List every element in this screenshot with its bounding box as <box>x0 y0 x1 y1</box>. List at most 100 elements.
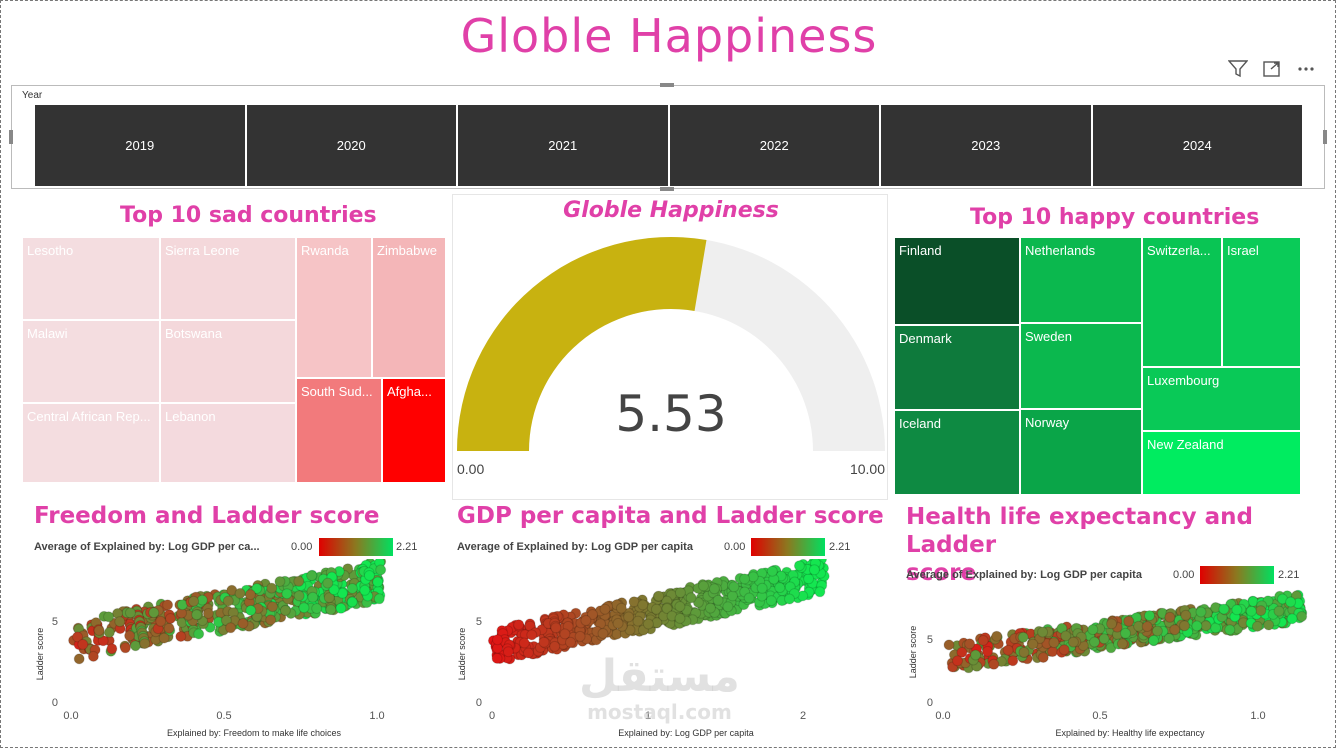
treemap-tile[interactable]: Afgha... <box>382 378 446 483</box>
treemap-tile[interactable]: Finland <box>894 237 1020 325</box>
more-options-icon[interactable] <box>1295 59 1317 79</box>
treemap-tile[interactable]: Zimbabwe <box>372 237 446 378</box>
scatter-point[interactable] <box>87 650 99 662</box>
scatter-point[interactable] <box>739 573 751 585</box>
scatter-point[interactable] <box>1098 633 1110 645</box>
scatter-point[interactable] <box>93 625 105 636</box>
treemap-tile[interactable]: Denmark <box>894 325 1020 410</box>
treemap-tile[interactable]: Sierra Leone <box>160 237 296 320</box>
scatter-point[interactable] <box>193 628 205 640</box>
scatter-point[interactable] <box>698 580 709 592</box>
scatter-point[interactable] <box>222 595 234 607</box>
treemap-tile[interactable]: South Sud... <box>296 378 382 483</box>
scatter-point[interactable] <box>293 575 305 587</box>
scatter-point[interactable] <box>1007 655 1019 667</box>
scatter-point[interactable] <box>322 577 334 589</box>
scatter-point[interactable] <box>234 587 246 599</box>
treemap-tile[interactable]: Lebanon <box>160 403 296 483</box>
scatter-point[interactable] <box>337 587 348 599</box>
scatter-point[interactable] <box>165 613 176 624</box>
scatter-point[interactable] <box>964 638 976 650</box>
scatter-point[interactable] <box>632 615 644 627</box>
scatter-point[interactable] <box>1002 644 1014 656</box>
scatter-point[interactable] <box>743 592 755 604</box>
scatter-point[interactable] <box>1180 609 1192 621</box>
year-button-2020[interactable]: 2020 <box>246 105 456 186</box>
year-button-2021[interactable]: 2021 <box>458 105 668 186</box>
scatter-point[interactable] <box>502 646 514 658</box>
scatter-point[interactable] <box>637 599 649 611</box>
treemap-tile[interactable]: Sweden <box>1020 323 1142 409</box>
scatter-point[interactable] <box>1231 604 1243 616</box>
year-button-2019[interactable]: 2019 <box>35 105 245 186</box>
scatter-point[interactable] <box>952 655 963 667</box>
scatter-point[interactable] <box>977 635 989 646</box>
year-button-2022[interactable]: 2022 <box>669 105 879 186</box>
scatter-point[interactable] <box>124 607 136 619</box>
scatter-point[interactable] <box>943 639 955 651</box>
scatter-point[interactable] <box>373 593 385 605</box>
scatter-point[interactable] <box>1224 624 1236 636</box>
scatter-point[interactable] <box>704 602 716 614</box>
scatter-point[interactable] <box>1116 638 1128 650</box>
scatter-point[interactable] <box>188 595 200 607</box>
resize-handle-right[interactable] <box>1323 130 1327 144</box>
scatter-point[interactable] <box>1060 630 1072 642</box>
scatter-point[interactable] <box>311 603 323 614</box>
scatter-point[interactable] <box>191 609 203 621</box>
scatter-point[interactable] <box>538 636 550 648</box>
scatter-point[interactable] <box>148 607 160 619</box>
scatter-point[interactable] <box>599 603 611 615</box>
scatter-point[interactable] <box>73 653 85 665</box>
scatter-point[interactable] <box>267 601 278 613</box>
scatter-point[interactable] <box>1296 611 1308 622</box>
scatter-point[interactable] <box>956 646 968 658</box>
scatter-point[interactable] <box>650 603 662 615</box>
scatter-point[interactable] <box>574 630 586 642</box>
scatter-point[interactable] <box>1037 652 1049 663</box>
year-button-2023[interactable]: 2023 <box>881 105 1091 186</box>
scatter-point[interactable] <box>1018 646 1030 658</box>
scatter1-chart[interactable]: Ladder score 0 5 0.0 0.5 1.0 Explained b… <box>31 559 421 743</box>
treemap-tile[interactable]: Netherlands <box>1020 237 1142 323</box>
scatter-point[interactable] <box>1210 622 1222 634</box>
scatter-point[interactable] <box>727 590 738 602</box>
scatter-point[interactable] <box>251 583 263 594</box>
scatter3-chart[interactable]: Ladder score 0 5 0.0 0.5 1.0 Explained b… <box>904 587 1314 743</box>
scatter-point[interactable] <box>756 582 768 594</box>
scatter-point[interactable] <box>237 618 249 629</box>
year-button-2024[interactable]: 2024 <box>1092 105 1302 186</box>
scatter-point[interactable] <box>653 590 665 602</box>
scatter-point[interactable] <box>245 604 257 616</box>
scatter-point[interactable] <box>1263 619 1275 631</box>
scatter-point[interactable] <box>580 615 592 626</box>
scatter-point[interactable] <box>1067 636 1079 648</box>
scatter-point[interactable] <box>988 658 1000 670</box>
scatter-point[interactable] <box>526 629 538 641</box>
resize-handle-top[interactable] <box>660 83 674 87</box>
scatter-point[interactable] <box>266 582 278 594</box>
scatter-point[interactable] <box>491 652 503 664</box>
scatter-point[interactable] <box>728 581 740 593</box>
scatter-point[interactable] <box>685 592 697 604</box>
treemap-tile[interactable]: Norway <box>1020 409 1142 495</box>
scatter-point[interactable] <box>162 599 174 611</box>
scatter-point[interactable] <box>674 612 686 624</box>
scatter-point[interactable] <box>325 604 337 616</box>
scatter-point[interactable] <box>1017 631 1029 643</box>
scatter-point[interactable] <box>281 588 293 600</box>
scatter-point[interactable] <box>549 640 561 652</box>
scatter-point[interactable] <box>565 636 576 648</box>
scatter-point[interactable] <box>1273 605 1285 617</box>
scatter-point[interactable] <box>265 614 277 626</box>
scatter-point[interactable] <box>518 637 530 649</box>
scatter-point[interactable] <box>375 564 387 576</box>
scatter-point[interactable] <box>803 573 815 585</box>
scatter-point[interactable] <box>1251 620 1263 632</box>
scatter-point[interactable] <box>77 638 89 650</box>
treemap-tile[interactable]: Israel <box>1222 237 1301 367</box>
scatter-point[interactable] <box>114 616 126 628</box>
scatter-point[interactable] <box>307 591 319 603</box>
scatter-point[interactable] <box>492 634 503 646</box>
scatter-point[interactable] <box>175 631 187 642</box>
